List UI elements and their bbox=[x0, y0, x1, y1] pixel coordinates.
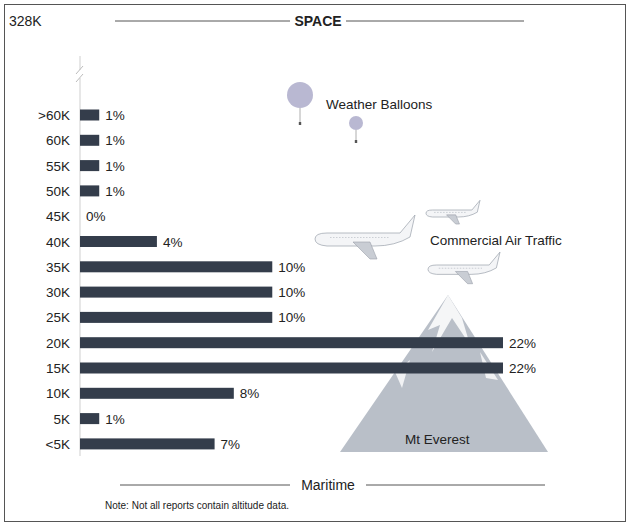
airplane-wing bbox=[353, 242, 377, 259]
bar bbox=[80, 312, 272, 323]
bar bbox=[80, 236, 157, 247]
data-label: 1% bbox=[105, 133, 125, 148]
data-label: 1% bbox=[105, 159, 125, 174]
category-label: 40K bbox=[46, 235, 70, 250]
balloon-string bbox=[356, 130, 357, 140]
labels: >60K 1% 60K 1% 55K 1% 50K 1% 45K 0% 40K 4% 35K 10% 30K… bbox=[38, 108, 536, 452]
title-rule bbox=[346, 21, 524, 22]
top-label: 328K bbox=[9, 13, 42, 29]
data-label: 22% bbox=[509, 361, 536, 376]
category-label: >60K bbox=[38, 108, 70, 123]
data-label: 10% bbox=[278, 285, 305, 300]
bars bbox=[80, 110, 503, 450]
bar bbox=[80, 438, 215, 449]
airplane bbox=[428, 252, 500, 284]
annotation: Mt Everest bbox=[405, 432, 470, 447]
bar bbox=[80, 160, 99, 171]
data-label: 1% bbox=[105, 412, 125, 427]
bar bbox=[80, 211, 81, 222]
bottom-label: Maritime bbox=[301, 477, 355, 493]
data-label: 8% bbox=[240, 386, 260, 401]
airplane-wing bbox=[455, 271, 472, 283]
title-rule bbox=[115, 21, 290, 22]
balloon-string bbox=[300, 108, 301, 122]
data-label: 0% bbox=[86, 209, 106, 224]
category-label: 15K bbox=[46, 361, 70, 376]
category-label: 25K bbox=[46, 310, 70, 325]
balloon-payload bbox=[355, 140, 357, 143]
airplane-wing bbox=[447, 215, 460, 224]
bar bbox=[80, 413, 99, 424]
data-label: 22% bbox=[509, 336, 536, 351]
data-label: 7% bbox=[221, 437, 241, 452]
category-label: 60K bbox=[46, 133, 70, 148]
data-label: 4% bbox=[163, 235, 183, 250]
bar bbox=[80, 363, 503, 374]
bar bbox=[80, 135, 99, 146]
airplane-windows bbox=[439, 268, 482, 269]
category-label: <5K bbox=[46, 437, 70, 452]
annotation: Weather Balloons bbox=[326, 97, 433, 112]
bar bbox=[80, 287, 272, 298]
annotation: Commercial Air Traffic bbox=[430, 233, 562, 248]
title: SPACE bbox=[294, 13, 341, 29]
balloon-payload bbox=[299, 122, 301, 125]
data-label: 1% bbox=[105, 184, 125, 199]
airplane-windows bbox=[434, 212, 466, 213]
airplane bbox=[426, 200, 480, 224]
axis-break bbox=[76, 66, 83, 74]
weather-balloon bbox=[349, 116, 363, 143]
category-label: 45K bbox=[46, 209, 70, 224]
frame bbox=[5, 5, 626, 522]
category-label: 55K bbox=[46, 159, 70, 174]
bar bbox=[80, 337, 503, 348]
data-label: 1% bbox=[105, 108, 125, 123]
bar bbox=[80, 388, 234, 399]
category-label: 10K bbox=[46, 386, 70, 401]
category-label: 30K bbox=[46, 285, 70, 300]
category-label: 50K bbox=[46, 184, 70, 199]
axis-break bbox=[76, 74, 83, 82]
airplane-windows bbox=[330, 237, 390, 238]
balloon-body bbox=[287, 82, 313, 108]
weather-balloon bbox=[287, 82, 313, 125]
note: Note: Not all reports contain altitude d… bbox=[105, 500, 289, 511]
category-label: 5K bbox=[53, 412, 70, 427]
airplane-body bbox=[315, 215, 415, 246]
bottom-rule bbox=[120, 485, 290, 486]
category-label: 35K bbox=[46, 260, 70, 275]
category-label: 20K bbox=[46, 336, 70, 351]
bar bbox=[80, 261, 272, 272]
data-label: 10% bbox=[278, 310, 305, 325]
airplane-body bbox=[426, 200, 480, 217]
bar bbox=[80, 185, 99, 196]
data-label: 10% bbox=[278, 260, 305, 275]
bar bbox=[80, 110, 99, 121]
airplane-body bbox=[428, 252, 500, 274]
balloon-body bbox=[349, 116, 363, 130]
bottom-rule bbox=[366, 485, 545, 486]
airplane bbox=[315, 215, 415, 259]
